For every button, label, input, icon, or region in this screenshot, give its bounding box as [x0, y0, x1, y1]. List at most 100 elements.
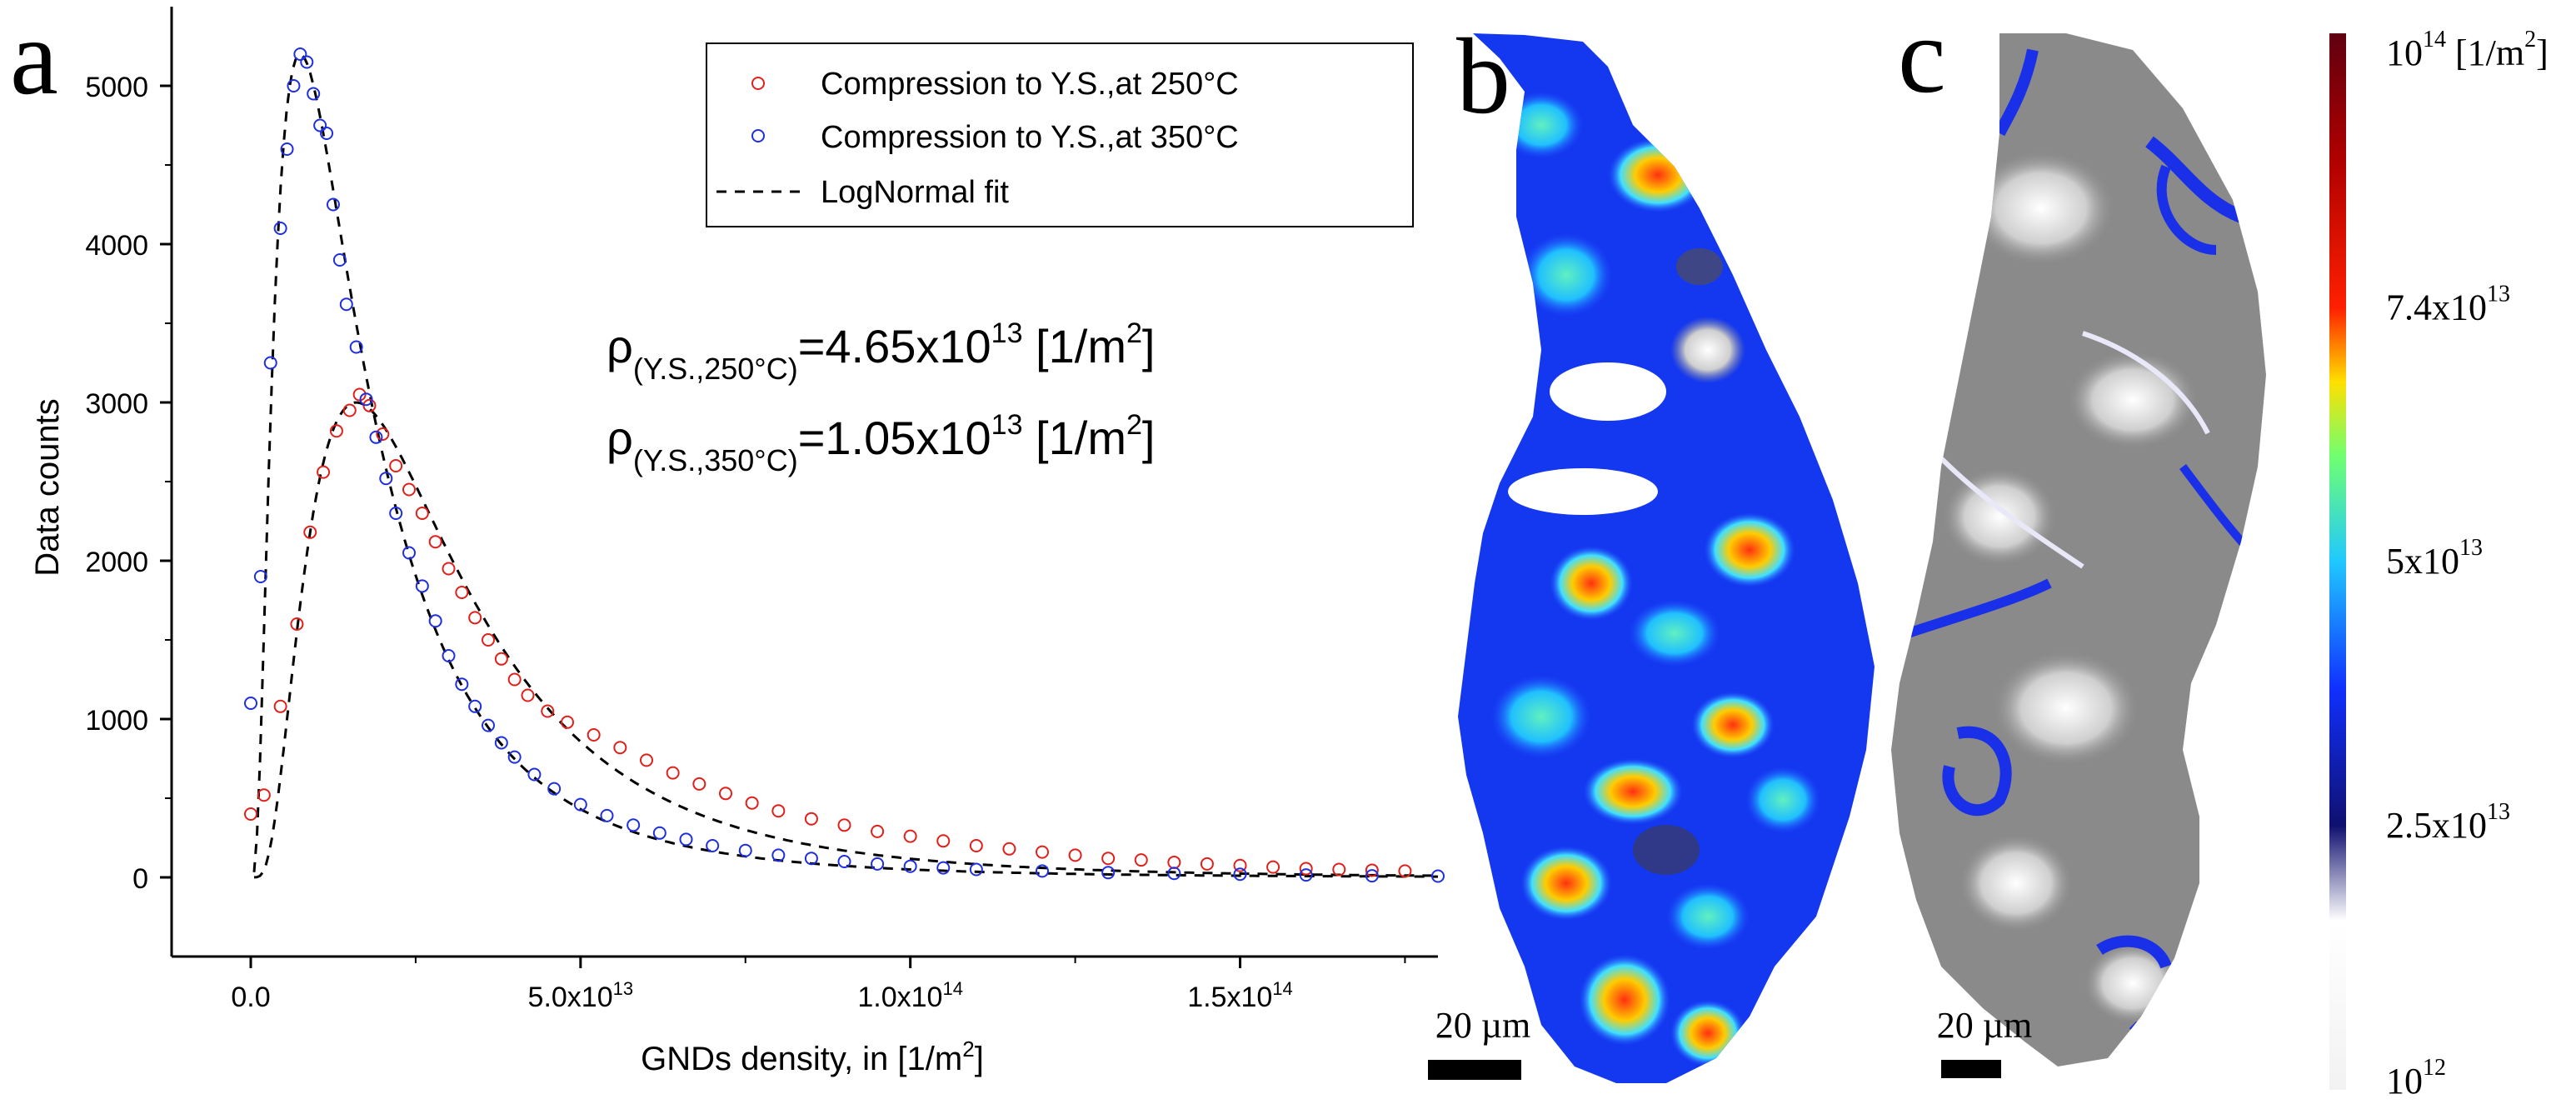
colorbar: 1014 [1/m2] 7.4x1013 5x1013 2.5x1013 1012: [2329, 27, 2549, 1102]
panel-letter-a: a: [10, 0, 58, 117]
data-point-350: [300, 55, 314, 69]
data-point-350: [455, 677, 469, 692]
data-point-250: [362, 398, 377, 412]
data-point-350: [253, 570, 267, 583]
data-point-250: [317, 465, 331, 479]
panel-b: b 20 µm: [1428, 17, 1875, 1083]
colorbar-label: 1012: [2386, 1055, 2446, 1102]
colorbar-label: 1014 [1/m2]: [2386, 27, 2549, 73]
x-axis-label: GNDs density, in [1/m2]: [641, 1037, 984, 1077]
data-point-250: [1233, 858, 1247, 872]
colorbar-label: 7.4x1013: [2386, 282, 2510, 328]
data-point-250: [666, 766, 680, 780]
data-point-350: [600, 808, 614, 822]
legend-marker-350: [751, 129, 765, 142]
data-point-350: [389, 507, 403, 520]
fit-curve-350: [252, 52, 1438, 878]
data-point-350: [307, 87, 321, 101]
data-point-250: [837, 818, 851, 832]
data-point-250: [871, 824, 885, 838]
data-point-350: [280, 142, 294, 156]
y-tick-label: 2000: [85, 547, 148, 578]
scalebar-b: [1428, 1060, 1521, 1080]
data-point-350: [320, 127, 334, 140]
y-tick-label: 1000: [85, 705, 148, 737]
y-tick-label: 0: [132, 863, 148, 895]
data-point-250: [494, 652, 508, 666]
data-point-250: [771, 804, 786, 818]
data-point-250: [389, 459, 403, 472]
panel-letter-b: b: [1456, 17, 1510, 137]
data-point-250: [521, 688, 535, 702]
data-point-350: [482, 718, 495, 732]
annotation-rho-250: ρ(Y.S.,250°C)=4.65x1013 [1/m2]: [607, 317, 1155, 386]
data-point-350: [527, 767, 542, 782]
data-point-250: [640, 753, 653, 767]
data-point-350: [652, 826, 666, 840]
x-tick-label: 1.0x1014: [857, 978, 963, 1013]
data-point-350: [379, 472, 393, 486]
data-point-250: [561, 715, 574, 729]
data-point-250: [376, 427, 390, 441]
legend-box: [706, 42, 1414, 227]
data-point-250: [329, 424, 343, 438]
data-point-250: [273, 699, 287, 713]
data-point-250: [1036, 845, 1049, 859]
x-tick-label: 1.5x1014: [1187, 978, 1293, 1013]
legend-marker-250: [751, 77, 765, 90]
gnd-map-250: [1458, 33, 1875, 1083]
panel-c: c 20 µm: [1891, 0, 2266, 1078]
scalebar-c-label: 20 µm: [1937, 1005, 2033, 1046]
data-point-250: [719, 787, 732, 801]
data-point-250: [342, 403, 357, 417]
legend-label-fit: LogNormal fit: [821, 175, 1009, 210]
gnd-map-350: [1891, 33, 2266, 1067]
scalebar-b-label: 20 µm: [1435, 1005, 1531, 1046]
data-point-350: [1101, 866, 1116, 880]
data-point-350: [326, 197, 340, 212]
data-point-250: [587, 728, 601, 742]
colorbar-labels: 1014 [1/m2] 7.4x1013 5x1013 2.5x1013 1012: [2386, 27, 2549, 1102]
data-point-250: [415, 507, 429, 520]
x-tick-label: 0.0: [231, 982, 270, 1013]
data-point-350: [1431, 869, 1445, 883]
data-point-350: [494, 736, 508, 750]
data-point-350: [738, 843, 752, 857]
data-point-350: [293, 47, 307, 61]
data-point-350: [507, 750, 522, 764]
data-point-350: [706, 839, 720, 852]
data-point-350: [1167, 867, 1181, 881]
colorbar-label: 2.5x1013: [2386, 799, 2510, 846]
panel-letter-c: c: [1898, 0, 1946, 116]
data-point-350: [287, 79, 301, 92]
data-point-350: [415, 579, 429, 593]
data-point-250: [402, 482, 416, 497]
data-point-250: [1068, 848, 1082, 862]
data-point-250: [1101, 852, 1116, 866]
data-point-250: [936, 834, 951, 848]
data-point-350: [332, 253, 347, 267]
data-point-250: [804, 812, 818, 826]
data-point-350: [969, 862, 983, 877]
data-point-250: [613, 741, 627, 755]
data-point-350: [369, 430, 383, 444]
data-point-250: [1332, 862, 1346, 877]
colorbar-gradient: [2329, 33, 2346, 1090]
data-point-250: [455, 586, 469, 599]
data-point-250: [428, 535, 442, 549]
y-tick-label: 4000: [85, 230, 148, 262]
data-point-250: [352, 387, 367, 402]
data-point-350: [1233, 867, 1247, 882]
data-point-250: [482, 633, 495, 647]
data-point-250: [903, 829, 917, 843]
panel-a: a 0 1000 2000 3000 4000 5000 0.0 5.0x1013 1.0x10…: [10, 0, 1445, 1077]
data-point-250: [745, 796, 759, 810]
y-tick-label: 3000: [85, 388, 148, 420]
y-tick-label: 5000: [85, 72, 148, 103]
data-point-250: [1002, 842, 1016, 856]
annotation-rho-350: ρ(Y.S.,350°C)=1.05x1013 [1/m2]: [607, 409, 1155, 477]
legend-label-250: Compression to Y.S.,at 250°C: [821, 67, 1239, 102]
scalebar-c: [1941, 1060, 2001, 1078]
data-point-350: [679, 832, 693, 847]
